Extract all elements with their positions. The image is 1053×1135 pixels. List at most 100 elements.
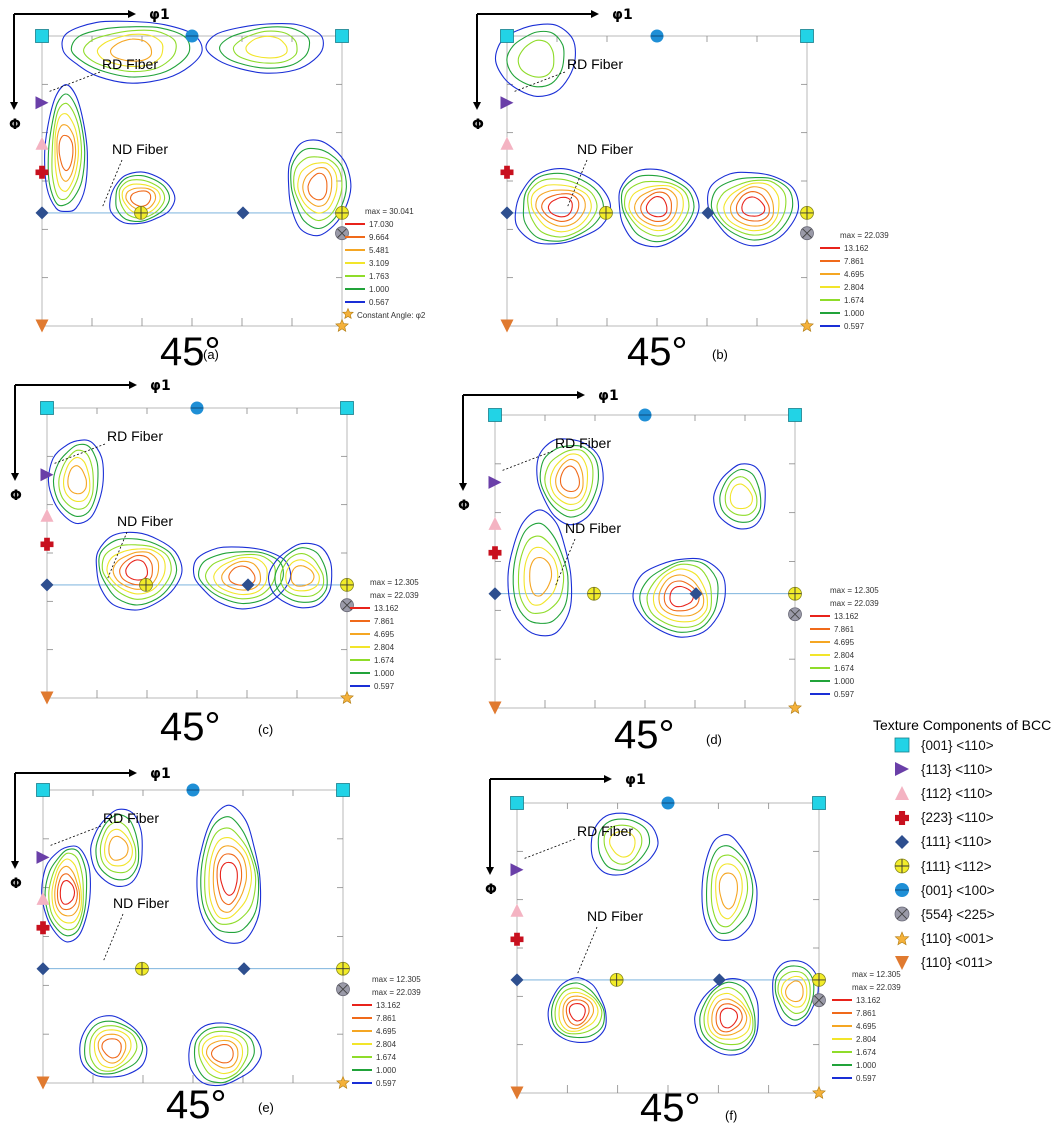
- odf-panel-b: φ1 Φ RD Fiber ND Fiber max = 22.039 13.162 7.8…: [465, 0, 991, 370]
- triangle-right-icon: [488, 475, 502, 489]
- contour-line: [109, 38, 153, 62]
- diamond-icon: [241, 578, 255, 592]
- legend-level: 0.597: [374, 682, 395, 691]
- nd-fiber-label: ND Fiber: [577, 141, 633, 157]
- contour-line: [98, 538, 178, 606]
- contour-line: [58, 449, 94, 510]
- legend-level: 4.695: [844, 270, 865, 279]
- panel-label: (b): [712, 347, 728, 362]
- rd-fiber-arrow: [48, 825, 102, 847]
- angle-label: 45°: [614, 713, 675, 757]
- contour-line: [115, 174, 171, 223]
- legend-item-label: {223} <110>: [921, 810, 994, 826]
- triangle-right-icon: [40, 468, 54, 482]
- legend-item-label: {111} <112>: [921, 858, 992, 874]
- contour-line: [52, 443, 99, 517]
- diamond-icon: [895, 834, 909, 849]
- odf-chart: φ1 Φ RD Fiber ND Fiber max = 30.041 17.030 9.6…: [9, 7, 426, 333]
- triangle-up-icon: [35, 136, 49, 150]
- contour-line: [204, 553, 276, 600]
- contour-group: [547, 812, 819, 1056]
- rd-fiber-label: RD Fiber: [555, 435, 611, 451]
- rd-fiber-label: RD Fiber: [107, 428, 163, 444]
- legend-level: 4.695: [374, 630, 395, 639]
- nd-fiber-arrow: [576, 926, 598, 976]
- legend-item: {223} <110>: [893, 806, 1053, 830]
- legend-level: 9.664: [369, 233, 390, 242]
- contour-line: [590, 812, 659, 876]
- legend-level: 5.481: [369, 246, 390, 255]
- circle-plus-icon: [336, 961, 350, 976]
- square-icon: [36, 783, 50, 797]
- cross-icon: [510, 932, 524, 946]
- contour-line: [558, 991, 599, 1032]
- contour-line: [517, 535, 565, 614]
- triangle-up-icon: [488, 516, 502, 530]
- contour-line: [290, 147, 347, 230]
- contour-line: [530, 184, 592, 233]
- contour-line: [620, 174, 695, 243]
- contour-line: [205, 1039, 239, 1069]
- legend-item-label: {112} <110>: [921, 785, 993, 801]
- legend-level: 13.162: [374, 604, 399, 613]
- contour-line: [84, 1020, 144, 1075]
- plot-frame: [46, 407, 348, 699]
- contour-line: [44, 848, 88, 937]
- circle-plus-icon: [340, 577, 354, 592]
- contour-line: [129, 190, 152, 207]
- contour-line: [544, 449, 594, 512]
- legend-list: {001} <110> {113} <110> {112} <110> {223} <…: [893, 733, 1053, 975]
- legend-footer: Constant Angle: φ2: [357, 311, 426, 320]
- max-label: max = 22.039: [830, 599, 879, 608]
- contour-line: [777, 970, 811, 1014]
- level-legend: max = 12.305 max = 22.039 13.162 7.861 4.695…: [352, 975, 421, 1088]
- legend-item: {112} <110>: [893, 781, 1053, 805]
- legend-level: 1.000: [844, 309, 865, 318]
- contour-line: [554, 987, 603, 1035]
- contour-line: [201, 1035, 244, 1075]
- contour-line: [506, 30, 565, 88]
- legend-level: 13.162: [376, 1001, 401, 1010]
- legend-level: 1.674: [834, 664, 855, 673]
- contour-line: [785, 980, 804, 1003]
- plot-frame: [506, 35, 808, 327]
- contour-line: [729, 483, 753, 510]
- legend-level: 2.804: [844, 283, 865, 292]
- contour-line: [603, 824, 643, 865]
- contour-line: [95, 814, 140, 881]
- contour-line: [663, 580, 700, 612]
- axes: [473, 10, 599, 110]
- star-icon: [342, 307, 354, 320]
- legend-level: 4.695: [834, 638, 855, 647]
- contour-line: [541, 193, 580, 222]
- legend-level: 1.000: [856, 1061, 877, 1070]
- contour-line: [719, 1007, 738, 1029]
- rd-fiber-label: RD Fiber: [567, 56, 623, 72]
- contour-line: [287, 139, 352, 237]
- contour-line: [568, 1003, 586, 1022]
- axes: [486, 775, 612, 875]
- contour-line: [741, 196, 766, 217]
- diamond-icon: [236, 206, 250, 220]
- axes: [11, 769, 137, 869]
- legend-level: 13.162: [844, 244, 869, 253]
- triangle-right-icon: [895, 762, 909, 777]
- legend-item: {111} <112>: [893, 854, 1053, 878]
- contour-line: [559, 465, 580, 493]
- legend-level: 1.674: [376, 1053, 397, 1062]
- contour-line: [290, 565, 315, 587]
- triangle-up-icon: [500, 136, 514, 150]
- angle-label: 45°: [160, 330, 221, 374]
- legend-level: 2.804: [376, 1040, 397, 1049]
- contour-line: [494, 23, 576, 97]
- contour-line: [297, 162, 338, 214]
- circle-x-icon: [336, 982, 350, 997]
- star-icon: [340, 690, 354, 704]
- contour-line: [514, 168, 612, 245]
- contour-line: [59, 880, 76, 905]
- legend-level: 1.674: [856, 1048, 877, 1057]
- contour-line: [274, 547, 328, 603]
- contour-line: [200, 816, 260, 934]
- cross-icon: [895, 810, 909, 825]
- contour-line: [724, 476, 758, 516]
